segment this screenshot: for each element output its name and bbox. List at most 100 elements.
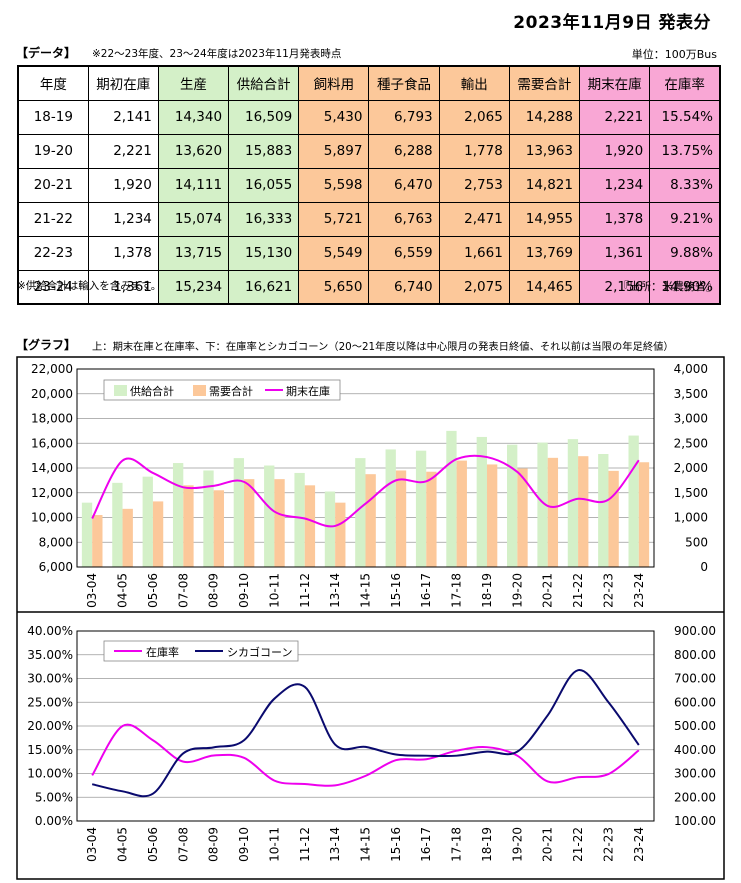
demand-bar — [183, 485, 194, 567]
bottom-category-label: 08-09 — [207, 827, 221, 862]
cell-feed: 5,549 — [298, 235, 370, 271]
cell-beginning-stock: 1,361 — [87, 269, 159, 305]
legend-ratio-label: 在庫率 — [146, 645, 179, 659]
top-left-tick-label: 22,000 — [31, 362, 73, 376]
supply-bar — [203, 470, 214, 567]
bottom-category-label: 23-24 — [632, 827, 646, 862]
demand-bar — [274, 479, 285, 567]
top-right-tick-label: 1,500 — [674, 486, 708, 500]
top-left-tick-label: 14,000 — [31, 461, 73, 475]
bottom-category-label: 22-23 — [601, 827, 615, 862]
top-left-tick-label: 18,000 — [31, 412, 73, 426]
top-left-tick-label: 10,000 — [31, 511, 73, 525]
bottom-right-tick-label: 700.00 — [674, 672, 716, 686]
supply-bar — [567, 439, 579, 567]
bottom-category-label: 10-11 — [267, 827, 281, 862]
legend-demand-label: 需要合計 — [209, 384, 253, 398]
top-left-tick-label: 6,000 — [39, 560, 73, 574]
supply-bar — [294, 472, 305, 567]
cell-year: 21-22 — [17, 201, 89, 237]
col-header-beginning-stock: 期初在庫 — [87, 65, 159, 101]
top-right-tick-label: 500 — [685, 535, 708, 549]
bottom-legend: 在庫率 シカゴコーン — [103, 640, 299, 662]
table-row: 18-19 2,141 14,340 16,509 5,430 6,793 2,065 14,… — [17, 99, 721, 135]
bottom-category-label: 21-22 — [571, 827, 585, 862]
supply-bar — [385, 449, 396, 567]
legend-corn-label: シカゴコーン — [227, 645, 292, 659]
col-header-production: 生産 — [157, 65, 230, 101]
legend-ending-stock-label: 期末在庫 — [286, 384, 330, 398]
cell-seed-food: 6,288 — [368, 133, 440, 169]
cell-beginning-stock: 1,378 — [87, 235, 159, 271]
top-category-label: 22-23 — [601, 573, 615, 608]
top-category-label: 04-05 — [116, 573, 130, 608]
bottom-left-tick-label: 35.00% — [27, 648, 73, 662]
cell-total-demand: 14,955 — [508, 201, 581, 237]
bottom-left-tick-label: 30.00% — [27, 672, 73, 686]
cell-production: 15,074 — [157, 201, 230, 237]
top-left-tick-label: 16,000 — [31, 436, 73, 450]
col-header-exports: 輸出 — [438, 65, 510, 101]
bottom-category-label: 07-08 — [176, 827, 190, 862]
demand-bar — [395, 470, 407, 567]
top-left-tick-label: 20,000 — [31, 387, 73, 401]
cell-year: 22-23 — [17, 235, 89, 271]
cell-total-demand: 13,963 — [508, 133, 581, 169]
col-header-feed: 飼料用 — [298, 65, 370, 101]
demand-bar — [578, 456, 589, 567]
cell-stock-ratio: 14.90% — [649, 269, 721, 305]
report-date-title: 2023年11月9日 発表分 — [513, 13, 711, 33]
bottom-category-label: 04-05 — [116, 827, 130, 862]
top-left-tick-label: 12,000 — [31, 486, 73, 500]
cell-stock-ratio: 15.54% — [649, 99, 721, 135]
top-category-label: 21-22 — [571, 573, 585, 608]
bottom-category-label: 15-16 — [389, 827, 403, 862]
top-category-label: 18-19 — [480, 573, 494, 608]
supply-note: ※供給合計は輸入を含みます。 — [17, 280, 162, 292]
legend-supply-swatch — [114, 385, 127, 396]
bottom-right-tick-label: 800.00 — [674, 648, 716, 662]
cell-total-supply: 16,055 — [228, 167, 300, 203]
cell-total-supply: 15,130 — [228, 235, 300, 271]
charts-frame — [16, 356, 725, 880]
supply-bar — [172, 463, 184, 567]
cell-year: 18-19 — [17, 99, 89, 135]
demand-bar — [304, 485, 316, 567]
supply-bar — [507, 444, 518, 567]
supply-bar — [112, 482, 123, 567]
bottom-category-label: 14-15 — [359, 827, 373, 862]
top-category-label: 03-04 — [85, 573, 99, 608]
bottom-right-tick-label: 400.00 — [674, 743, 716, 757]
bottom-right-tick-label: 300.00 — [674, 767, 716, 781]
bottom-right-tick-label: 100.00 — [674, 814, 716, 828]
cell-ending-stock: 1,361 — [578, 235, 651, 271]
bottom-left-tick-label: 10.00% — [27, 767, 73, 781]
top-category-label: 16-17 — [419, 573, 433, 608]
bottom-category-label: 18-19 — [480, 827, 494, 862]
supply-bar — [233, 458, 245, 567]
cell-stock-ratio: 9.21% — [649, 201, 721, 237]
cell-stock-ratio: 13.75% — [649, 133, 721, 169]
top-right-tick-label: 3,000 — [674, 412, 708, 426]
top-category-label: 14-15 — [359, 573, 373, 608]
cell-feed: 5,598 — [298, 167, 370, 203]
top-right-tick-label: 2,000 — [674, 461, 708, 475]
bottom-plot-border — [76, 630, 655, 822]
chicago-corn-line — [91, 669, 640, 798]
bottom-right-tick-label: 200.00 — [674, 790, 716, 804]
cell-year: 19-20 — [17, 133, 89, 169]
bottom-right-tick-label: 600.00 — [674, 695, 716, 709]
bottom-left-tick-label: 5.00% — [35, 790, 73, 804]
supply-bar — [446, 430, 457, 567]
bottom-category-label: 17-18 — [450, 827, 464, 862]
bottom-right-tick-label: 500.00 — [674, 719, 716, 733]
demand-bar — [608, 470, 619, 567]
demand-bar — [456, 460, 467, 567]
cell-total-demand: 14,288 — [508, 99, 581, 135]
table-row: 23-24 1,361 15,234 16,621 5,650 6,740 2,075 14,… — [17, 269, 721, 305]
table-row: 20-21 1,920 14,111 16,055 5,598 6,470 2,753 14,… — [17, 167, 721, 203]
cell-seed-food: 6,470 — [368, 167, 440, 203]
table-row: 22-23 1,378 13,715 15,130 5,549 6,559 1,661 13,… — [17, 235, 721, 271]
top-legend: 供給合計 需要合計 期末在庫 — [103, 379, 341, 401]
top-category-label: 05-06 — [146, 573, 160, 608]
